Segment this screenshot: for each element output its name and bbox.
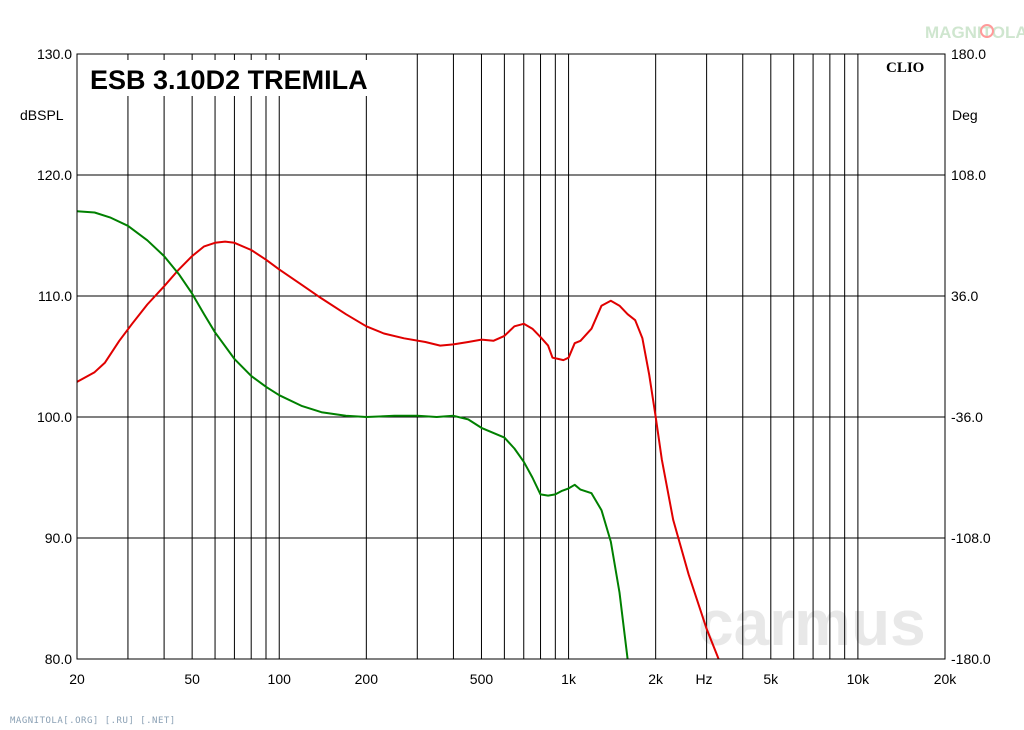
y-right-axis-label: Deg <box>952 107 978 123</box>
y-right-tick-label: -108.0 <box>951 530 991 546</box>
logo-ring-icon <box>980 24 994 38</box>
x-tick-label: 100 <box>268 671 292 687</box>
x-tick-label: 10k <box>847 671 871 687</box>
x-tick-label: 5k <box>763 671 779 687</box>
chart-title: ESB 3.10D2 TREMILA <box>90 65 368 95</box>
y-left-axis-label: dBSPL <box>20 107 64 123</box>
carmus-watermark: carmus <box>698 587 926 659</box>
x-tick-label: 50 <box>184 671 200 687</box>
red-response-line <box>76 240 720 660</box>
y-left-tick-label: 100.0 <box>37 409 72 425</box>
site-footer-watermark: MAGNITOLA[.ORG] [.RU] [.NET] <box>10 716 176 726</box>
x-tick-label: 200 <box>355 671 379 687</box>
tick-labels: 130.0 120.0 110.0 100.0 90.0 80.0 180.0 108.0 36… <box>37 46 991 687</box>
y-right-tick-label: -36.0 <box>951 409 983 425</box>
y-right-tick-label: 108.0 <box>951 167 986 183</box>
y-left-tick-label: 80.0 <box>45 651 72 667</box>
title-background <box>86 60 386 96</box>
data-series <box>76 210 720 660</box>
y-left-tick-label: 90.0 <box>45 530 72 546</box>
x-tick-label: 20k <box>934 671 958 687</box>
y-right-tick-label: -180.0 <box>951 651 991 667</box>
green-response-line <box>76 210 629 660</box>
x-tick-label: 20 <box>69 671 85 687</box>
y-left-tick-label: 110.0 <box>38 288 72 304</box>
y-right-tick-label: 36.0 <box>951 288 978 304</box>
x-tick-label: 500 <box>470 671 494 687</box>
logo-text: MAGNITOLA <box>925 23 1024 42</box>
clio-background <box>884 57 930 77</box>
y-left-tick-label: 130.0 <box>37 46 72 62</box>
x-tick-label: 2k <box>648 671 664 687</box>
plot-frame <box>76 53 946 660</box>
x-axis-unit-label: Hz <box>695 671 712 687</box>
clio-brand: CLIO <box>886 60 924 76</box>
y-left-tick-label: 120.0 <box>37 167 72 183</box>
y-right-tick-label: 180.0 <box>951 46 986 62</box>
x-tick-label: 1k <box>561 671 577 687</box>
magnitola-logo: MAGNITOLA <box>925 23 1024 42</box>
